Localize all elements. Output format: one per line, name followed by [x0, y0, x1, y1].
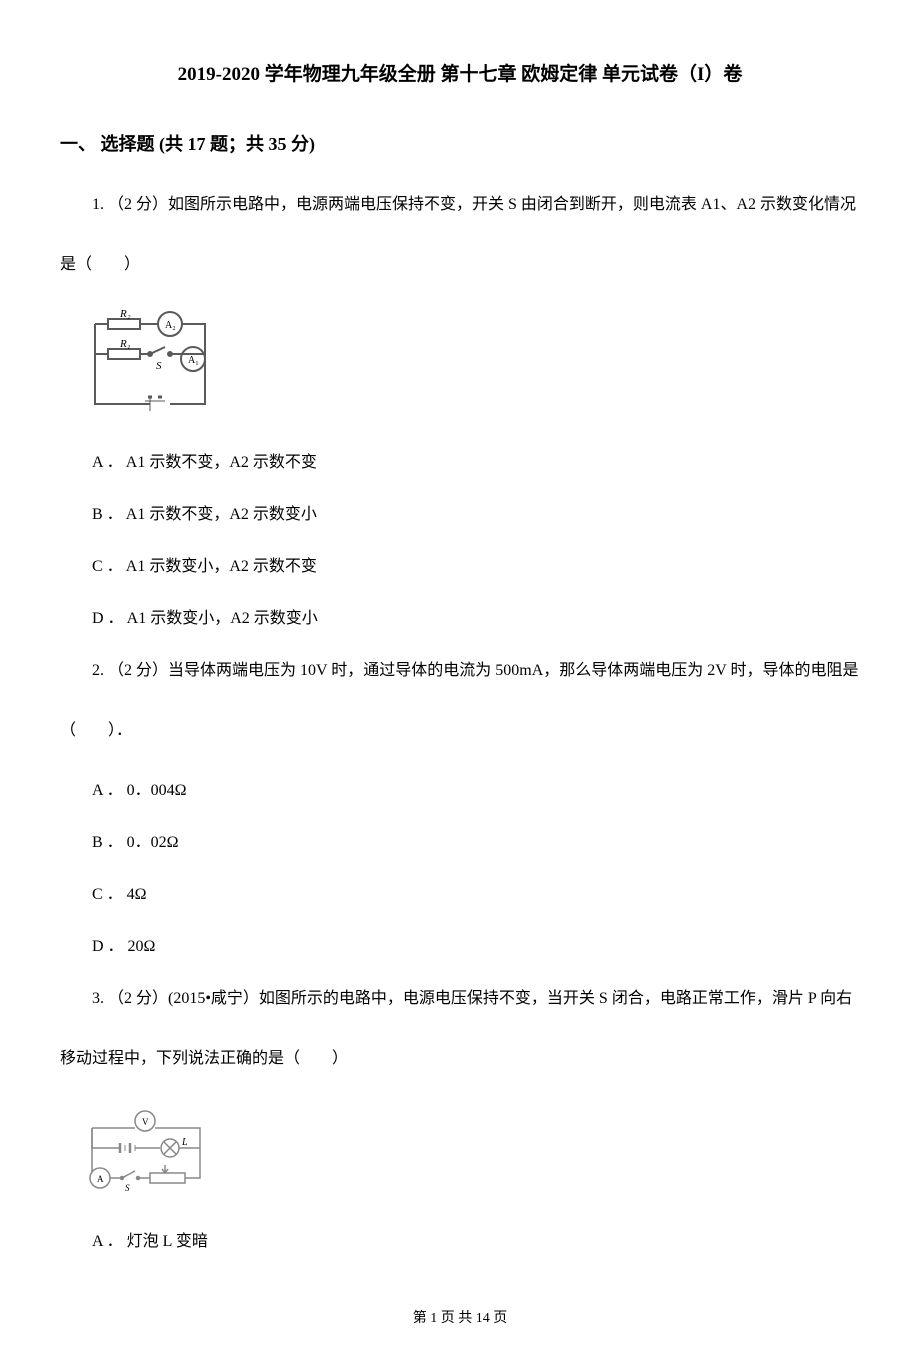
svg-text:R₁: R₁: [119, 338, 131, 350]
svg-text:A₁: A₁: [188, 355, 199, 366]
q2-option-d: D ． 20Ω: [60, 931, 860, 963]
q1-diagram: R₂ R₁ S A₂ A₁: [80, 309, 860, 419]
section-header: 一、 选择题 (共 17 题；共 35 分): [60, 130, 860, 159]
q1-option-d: D ． A1 示数变小，A2 示数变小: [60, 603, 860, 635]
q3-text-line2: 移动过程中，下列说法正确的是（ ）: [60, 1043, 860, 1075]
page-footer: 第 1 页 共 14 页: [60, 1308, 860, 1330]
svg-text:S: S: [156, 360, 162, 372]
q3-text-line1: 3. （2 分）(2015•咸宁）如图所示的电路中，电源电压保持不变，当开关 S…: [60, 983, 860, 1015]
q2-option-c: C ． 4Ω: [60, 879, 860, 911]
page-title: 2019-2020 学年物理九年级全册 第十七章 欧姆定律 单元试卷（I）卷: [60, 60, 860, 90]
q1-text-line2: 是（ ）: [60, 249, 860, 281]
q2-option-a: A ． 0．004Ω: [60, 775, 860, 807]
q2-option-b: B ． 0．02Ω: [60, 827, 860, 859]
svg-text:V: V: [142, 1117, 149, 1127]
svg-text:R₂: R₂: [119, 309, 131, 320]
svg-text:S: S: [125, 1183, 130, 1193]
q1-option-b: B ． A1 示数不变，A2 示数变小: [60, 499, 860, 531]
q1-option-a: A ． A1 示数不变，A2 示数不变: [60, 447, 860, 479]
svg-text:L: L: [181, 1137, 188, 1148]
q1-option-c: C ． A1 示数变小，A2 示数不变: [60, 551, 860, 583]
q3-option-a: A ． 灯泡 L 变暗: [60, 1226, 860, 1258]
svg-text:A: A: [97, 1174, 104, 1184]
q2-text-line2: （ ）．: [60, 715, 860, 747]
q3-diagram: V L A S: [80, 1103, 860, 1198]
svg-text:A₂: A₂: [165, 320, 176, 331]
q2-text-line1: 2. （2 分）当导体两端电压为 10V 时，通过导体的电流为 500mA，那么…: [60, 655, 860, 687]
q1-text-line1: 1. （2 分）如图所示电路中，电源两端电压保持不变，开关 S 由闭合到断开，则…: [60, 189, 860, 221]
